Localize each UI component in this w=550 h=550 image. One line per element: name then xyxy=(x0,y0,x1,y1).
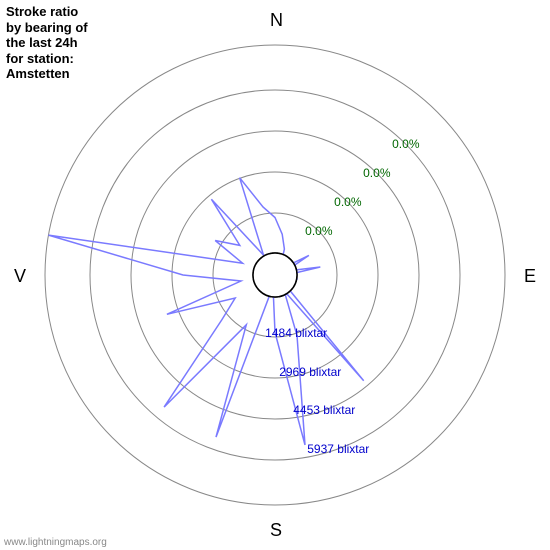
cardinal-v: V xyxy=(14,266,26,287)
stroke-count-ring-label: 5937 blixtar xyxy=(307,442,369,456)
percent-ring-label: 0.0% xyxy=(392,137,419,151)
cardinal-s: S xyxy=(270,520,282,541)
cardinal-n: N xyxy=(270,10,283,31)
stroke-count-ring-label: 4453 blixtar xyxy=(293,403,355,417)
stroke-count-ring-label: 2969 blixtar xyxy=(279,365,341,379)
percent-ring-label: 0.0% xyxy=(334,195,361,209)
cardinal-e: E xyxy=(524,266,536,287)
percent-ring-label: 0.0% xyxy=(363,166,390,180)
polar-chart-svg xyxy=(0,0,550,550)
chart-stage: Stroke ratio by bearing of the last 24h … xyxy=(0,0,550,550)
percent-ring-label: 0.0% xyxy=(305,224,332,238)
footer-attribution: www.lightningmaps.org xyxy=(4,537,107,548)
stroke-count-ring-label: 1484 blixtar xyxy=(265,326,327,340)
